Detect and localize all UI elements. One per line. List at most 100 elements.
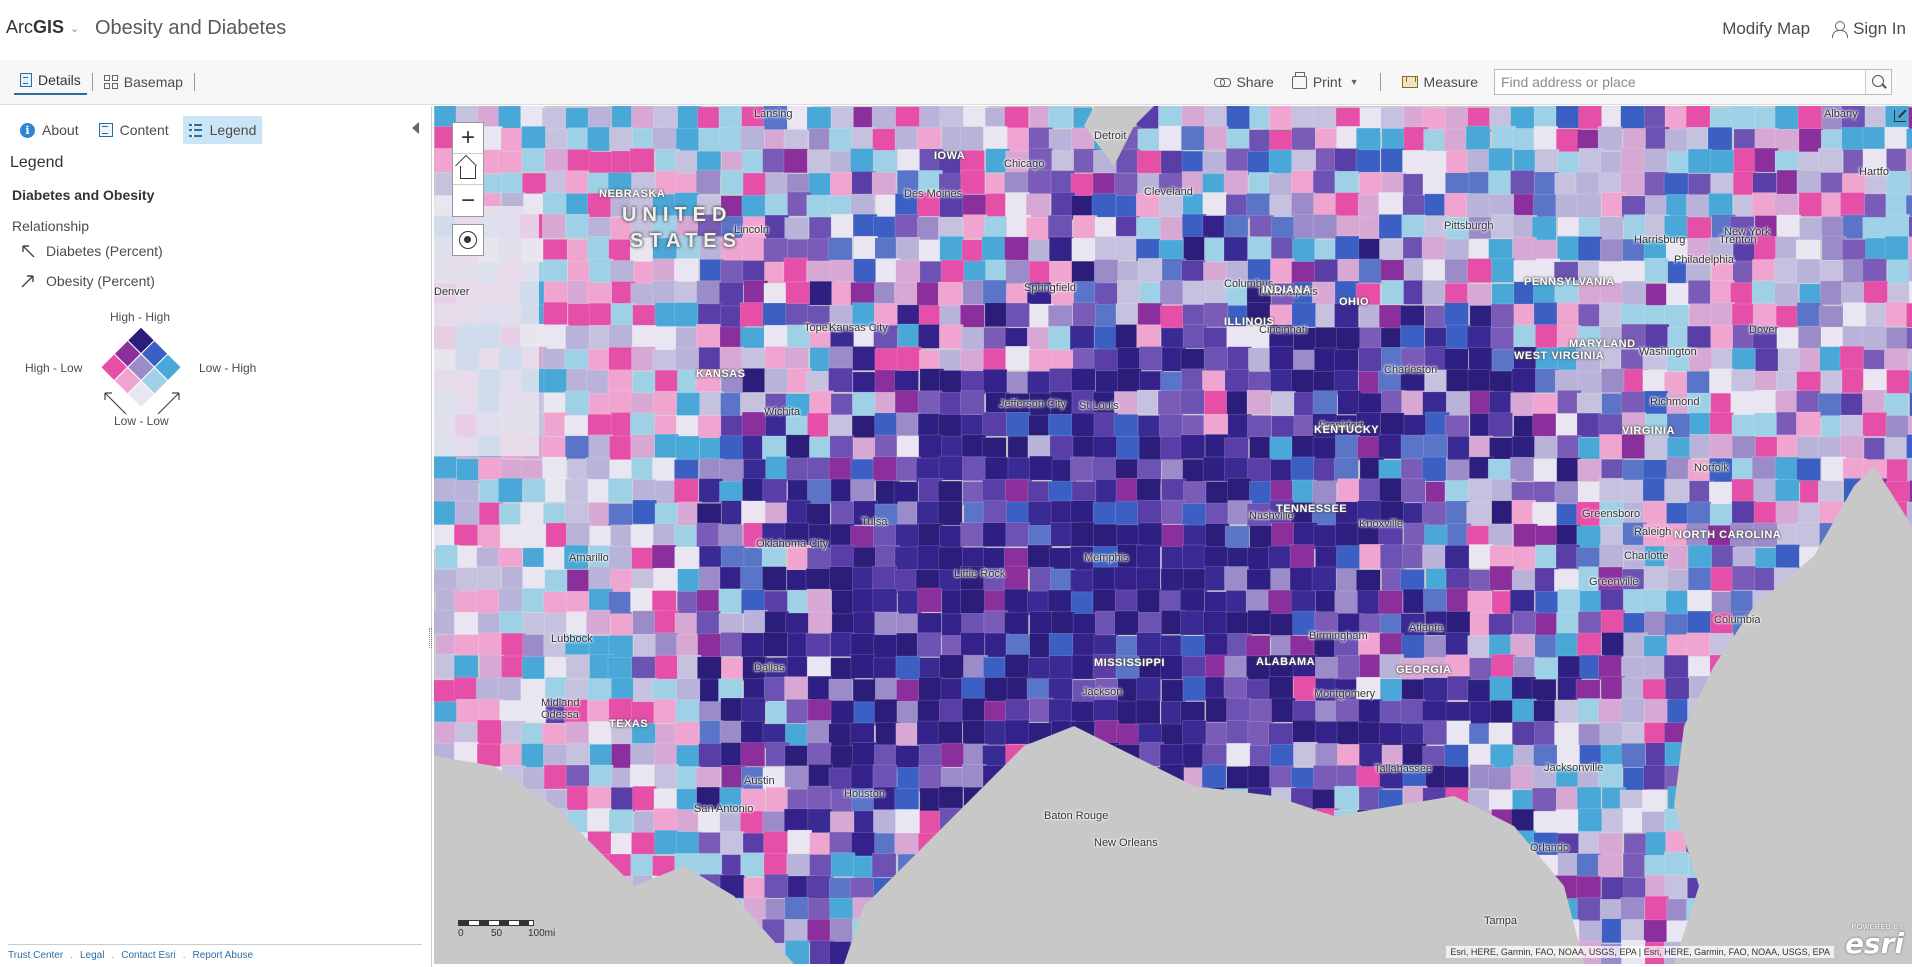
county-polygon[interactable] (1556, 235, 1582, 261)
county-polygon[interactable] (917, 587, 942, 613)
county-polygon[interactable] (982, 522, 1008, 547)
county-polygon[interactable] (1136, 389, 1162, 415)
county-polygon[interactable] (916, 720, 942, 746)
county-polygon[interactable] (1686, 216, 1712, 242)
county-polygon[interactable] (1687, 148, 1713, 174)
county-polygon[interactable] (853, 235, 878, 261)
county-polygon[interactable] (1268, 173, 1294, 198)
county-polygon[interactable] (873, 809, 898, 834)
county-polygon[interactable] (1885, 193, 1911, 218)
county-polygon[interactable] (873, 302, 899, 328)
county-polygon[interactable] (1818, 393, 1843, 418)
county-polygon[interactable] (1555, 809, 1581, 834)
county-polygon[interactable] (1048, 236, 1074, 262)
county-polygon[interactable] (939, 391, 964, 417)
county-polygon[interactable] (828, 367, 853, 393)
county-polygon[interactable] (1578, 282, 1603, 307)
county-polygon[interactable] (1576, 348, 1601, 373)
county-polygon[interactable] (1555, 544, 1581, 569)
county-polygon[interactable] (808, 127, 834, 153)
county-polygon[interactable] (1115, 635, 1141, 661)
county-polygon[interactable] (1292, 238, 1317, 263)
county-polygon[interactable] (721, 215, 746, 241)
county-polygon[interactable] (1841, 368, 1867, 394)
county-polygon[interactable] (1665, 590, 1691, 615)
county-polygon[interactable] (1160, 150, 1186, 176)
county-polygon[interactable] (829, 917, 855, 943)
county-polygon[interactable] (1268, 545, 1293, 571)
county-polygon[interactable] (721, 657, 746, 683)
county-polygon[interactable] (1094, 259, 1119, 284)
county-polygon[interactable] (610, 303, 636, 328)
county-polygon[interactable] (1821, 235, 1847, 261)
county-polygon[interactable] (1775, 390, 1800, 415)
county-polygon[interactable] (830, 213, 856, 239)
county-polygon[interactable] (697, 656, 722, 681)
county-polygon[interactable] (1642, 369, 1668, 395)
county-polygon[interactable] (1159, 413, 1184, 439)
county-polygon[interactable] (719, 326, 745, 352)
county-polygon[interactable] (1445, 150, 1471, 176)
county-polygon[interactable] (1312, 390, 1338, 416)
county-polygon[interactable] (1557, 151, 1583, 176)
county-polygon[interactable] (695, 323, 721, 349)
county-polygon[interactable] (1622, 853, 1648, 878)
county-polygon[interactable] (1447, 436, 1473, 461)
county-polygon[interactable] (918, 239, 944, 265)
county-polygon[interactable] (1710, 566, 1736, 592)
county-polygon[interactable] (1048, 261, 1074, 286)
county-polygon[interactable] (1421, 456, 1447, 482)
county-polygon[interactable] (1601, 632, 1626, 657)
county-polygon[interactable] (1488, 722, 1514, 748)
measure-button[interactable]: Measure (1400, 72, 1480, 92)
county-polygon[interactable] (1599, 238, 1625, 264)
county-polygon[interactable] (1116, 436, 1141, 462)
county-polygon[interactable] (1908, 281, 1912, 306)
county-polygon[interactable] (1312, 480, 1337, 506)
county-polygon[interactable] (1070, 546, 1095, 571)
county-polygon[interactable] (806, 238, 832, 264)
county-polygon[interactable] (1425, 610, 1450, 636)
county-polygon[interactable] (1423, 588, 1448, 613)
county-polygon[interactable] (830, 393, 856, 418)
county-polygon[interactable] (1246, 655, 1271, 681)
county-polygon[interactable] (851, 126, 876, 152)
county-polygon[interactable] (1554, 369, 1580, 395)
county-polygon[interactable] (1688, 303, 1714, 329)
county-polygon[interactable] (806, 785, 832, 811)
county-polygon[interactable] (1005, 192, 1030, 217)
county-polygon[interactable] (828, 678, 854, 704)
county-polygon[interactable] (872, 588, 898, 613)
county-polygon[interactable] (1842, 302, 1868, 327)
county-polygon[interactable] (894, 390, 920, 415)
county-polygon[interactable] (1400, 698, 1426, 724)
county-polygon[interactable] (1534, 148, 1560, 174)
county-polygon[interactable] (1050, 522, 1076, 547)
county-polygon[interactable] (1005, 522, 1031, 547)
county-polygon[interactable] (1223, 236, 1249, 262)
county-polygon[interactable] (1796, 390, 1821, 416)
county-polygon[interactable] (1599, 544, 1624, 569)
county-polygon[interactable] (1839, 435, 1865, 460)
county-polygon[interactable] (1270, 743, 1295, 769)
county-polygon[interactable] (830, 544, 855, 570)
county-polygon[interactable] (542, 213, 567, 239)
county-polygon[interactable] (1311, 566, 1337, 592)
county-polygon[interactable] (588, 302, 614, 328)
county-polygon[interactable] (1137, 257, 1163, 283)
county-polygon[interactable] (937, 480, 963, 506)
county-polygon[interactable] (1489, 193, 1514, 219)
county-polygon[interactable] (521, 147, 547, 173)
county-polygon[interactable] (1796, 411, 1821, 437)
county-polygon[interactable] (1711, 545, 1736, 570)
county-polygon[interactable] (1247, 610, 1273, 635)
county-polygon[interactable] (631, 106, 656, 129)
county-polygon[interactable] (610, 524, 635, 550)
county-polygon[interactable] (1512, 610, 1538, 636)
county-polygon[interactable] (1819, 280, 1845, 306)
county-polygon[interactable] (499, 524, 525, 549)
county-polygon[interactable] (1182, 503, 1207, 529)
modify-map-link[interactable]: Modify Map (1722, 19, 1811, 38)
map-view[interactable]: + − UNITED STATES Lansing Detroit Chicago C… (434, 106, 1912, 964)
county-polygon[interactable] (939, 236, 965, 261)
